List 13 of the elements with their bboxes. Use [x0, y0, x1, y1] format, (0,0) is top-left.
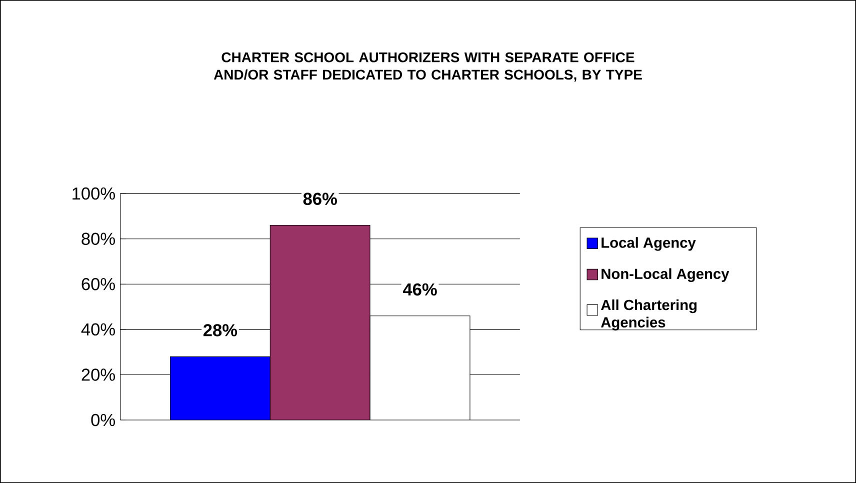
legend-label: Local Agency	[602, 237, 696, 251]
y-tick-label: 100%	[72, 187, 115, 200]
y-tick-label: 40%	[81, 323, 115, 336]
data-label: 46%	[402, 283, 437, 296]
y-tick-label: 20%	[82, 368, 115, 381]
y-tick-label: 60%	[82, 278, 115, 290]
y-tick-label: 80%	[82, 232, 115, 245]
chart-title: CHARTER SCHOOL AUTHORIZERS WITH SEPARATE OFFICE AND/OR STAFF DEDICATED TO CHARTER SCHOOLS, BY TYPE	[214, 52, 642, 82]
legend-label: All Chartering Agencies	[601, 299, 697, 330]
legend-label: Non-Local Agency	[602, 268, 730, 282]
y-tick-label: 0%	[91, 414, 115, 426]
data-label: 28%	[203, 324, 238, 336]
data-label: 86%	[303, 192, 337, 206]
